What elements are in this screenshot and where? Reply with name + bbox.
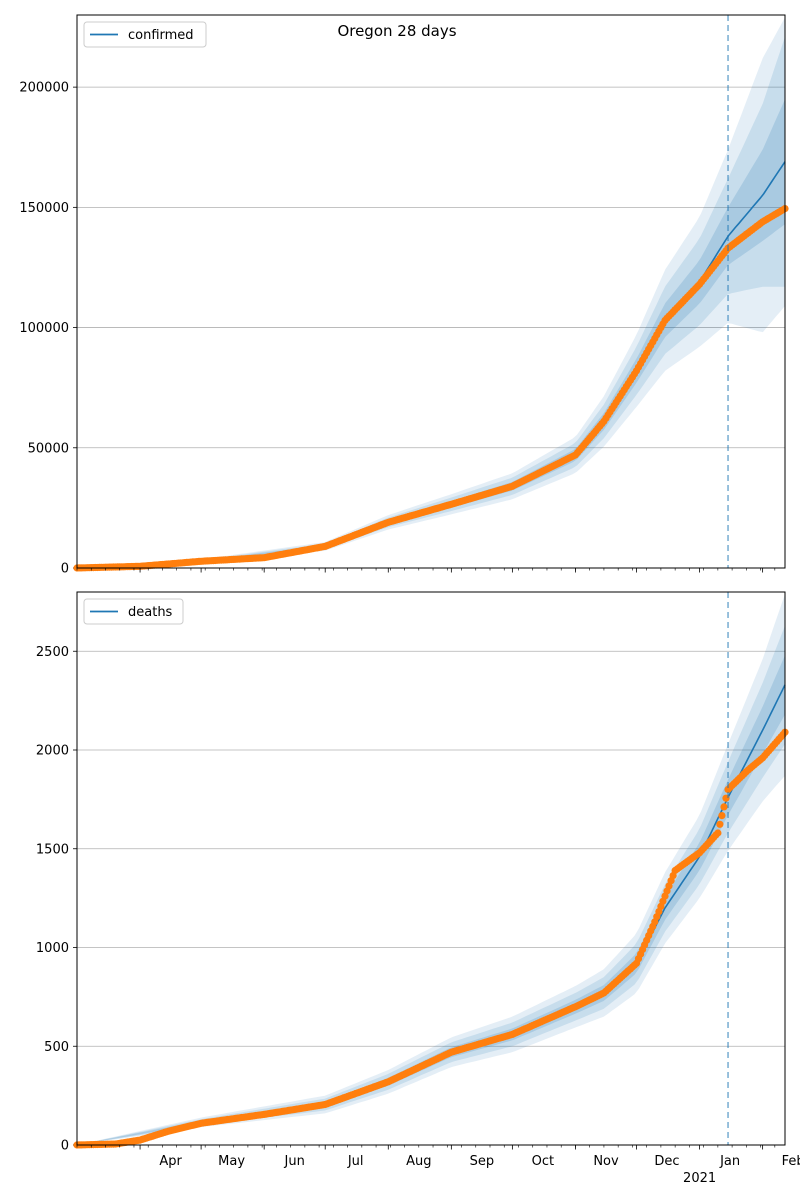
y-tick-label: 1000 xyxy=(36,941,69,956)
legend: deaths xyxy=(83,598,184,625)
y-tick-label: 2000 xyxy=(36,744,69,759)
x-tick-label: Sep xyxy=(470,1154,495,1169)
x-tick-year-label: 2021 xyxy=(683,1171,716,1186)
legend-label: deaths xyxy=(128,605,173,620)
y-tick-label: 2500 xyxy=(36,645,69,660)
x-tick-label: Jul xyxy=(347,1154,364,1169)
x-tick-label: May xyxy=(218,1154,245,1169)
y-tick-label: 500 xyxy=(44,1040,69,1055)
figure-title: Oregon 28 days xyxy=(337,22,456,40)
y-tick-label: 1500 xyxy=(36,842,69,857)
observed-point xyxy=(720,803,728,811)
uncertainty-band xyxy=(77,17,785,568)
y-tick-label: 0 xyxy=(61,562,69,577)
x-tick-label: Aug xyxy=(406,1154,431,1169)
x-tick-label: Oct xyxy=(532,1154,554,1169)
y-tick-label: 50000 xyxy=(28,441,69,456)
y-tick-label: 150000 xyxy=(19,201,69,216)
axes-frame xyxy=(76,591,786,1146)
x-tick-label: Jan xyxy=(719,1154,740,1169)
x-tick-label: Jun xyxy=(284,1154,305,1169)
x-tick-label: Nov xyxy=(593,1154,619,1169)
y-tick-label: 200000 xyxy=(19,81,69,96)
observed-point xyxy=(714,829,722,837)
observed-point xyxy=(718,812,726,820)
uncertainty-band xyxy=(77,594,785,1145)
y-tick-label: 0 xyxy=(61,1139,69,1154)
deaths-chart: 0 500 1000 1500 2000 2500 Apr May Jun Jul Aug Sep Oc… xyxy=(36,591,800,1186)
x-tick-label: Dec xyxy=(654,1154,679,1169)
legend-box xyxy=(83,598,184,625)
x-tick-label: Apr xyxy=(159,1154,182,1169)
confirmed-chart: 0 50000 100000 150000 200000 confirmed xyxy=(19,14,789,577)
y-tick-label: 100000 xyxy=(19,321,69,336)
legend: confirmed xyxy=(83,21,207,48)
legend-box xyxy=(83,21,207,48)
legend-label: confirmed xyxy=(128,28,194,43)
x-tick-label: Feb xyxy=(782,1154,800,1169)
axes-frame xyxy=(76,14,786,569)
observed-series xyxy=(73,205,789,572)
observed-point xyxy=(716,820,724,828)
